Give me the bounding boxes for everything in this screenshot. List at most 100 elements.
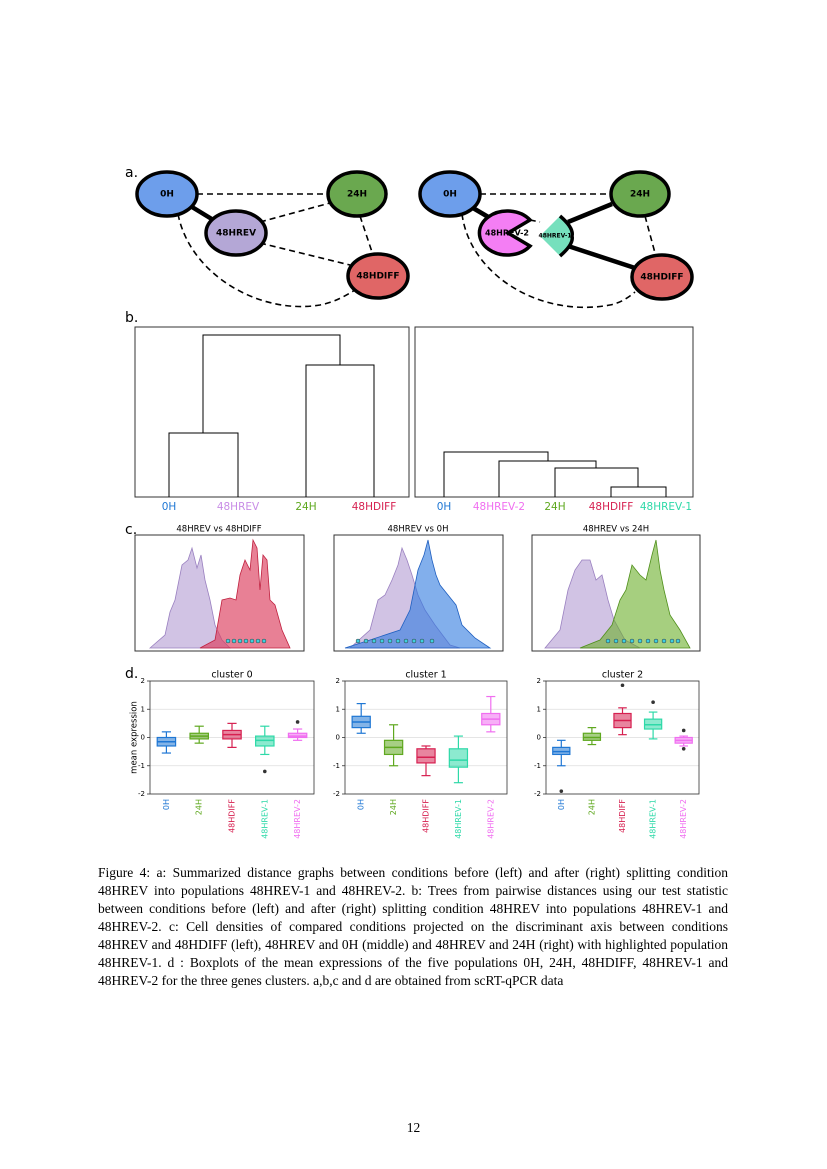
caption: Figure 4: a: Summarized distance graphs …: [98, 865, 728, 988]
box: [416, 748, 436, 764]
node-label: 24H: [347, 190, 367, 200]
outlier: [263, 769, 267, 774]
node: [418, 170, 482, 218]
x-tick-label: 48HREV-1: [260, 799, 269, 839]
x-tick-label: 48HDIFF: [422, 799, 431, 833]
x-tick-label: 48HREV-2: [486, 799, 495, 839]
density: [579, 539, 691, 649]
leaf-label: 24H: [544, 501, 565, 513]
y-tick-label: -2: [534, 790, 541, 798]
density-title: 48HREV vs 48HDIFF: [176, 525, 261, 535]
y-tick-label: -1: [138, 762, 145, 770]
node: [204, 209, 268, 257]
x-tick-label: 24H: [195, 799, 204, 815]
leaf-label: 48HDIFF: [589, 501, 634, 513]
leaf-label: 48HDIFF: [352, 501, 397, 513]
outlier: [651, 700, 655, 704]
leaf-label: 48HREV-2: [473, 501, 525, 513]
node-label: 48HREV: [216, 229, 256, 239]
density-title: 48HREV vs 24H: [583, 525, 649, 535]
y-tick-label: 2: [141, 677, 145, 685]
y-tick-label: 2: [336, 677, 340, 685]
node: [477, 209, 533, 257]
y-tick-label: -1: [534, 762, 541, 770]
y-tick-label: -2: [333, 790, 340, 798]
density: [199, 538, 291, 649]
x-tick-label: 0H: [357, 799, 366, 810]
panel-label: a.: [125, 165, 138, 181]
leaf-label: 24H: [295, 501, 316, 513]
y-tick-label: 2: [537, 677, 541, 685]
chart-title: cluster 2: [602, 670, 643, 681]
density-frame: [134, 534, 305, 652]
node-outline: [558, 214, 574, 258]
edge: [461, 213, 636, 309]
panel-label: c.: [125, 522, 137, 538]
node-label: 48HDIFF: [356, 272, 399, 282]
panel-label: d.: [125, 666, 138, 682]
panel-label: b.: [125, 310, 138, 326]
edge: [644, 215, 656, 254]
x-tick-label: 48HREV-2: [293, 799, 302, 839]
node: [609, 170, 671, 218]
node-label: 48HREV-1: [539, 233, 572, 240]
node: [540, 216, 573, 256]
node-label: 0H: [443, 190, 457, 200]
y-tick-label: -2: [138, 790, 145, 798]
chart-title: cluster 0: [211, 670, 252, 681]
x-tick-label: 24H: [389, 799, 398, 815]
outlier: [295, 720, 300, 724]
node-label: 48HDIFF: [640, 273, 683, 283]
page-number: 12: [406, 1120, 421, 1135]
node: [135, 170, 199, 218]
y-axis-label: mean expression: [130, 701, 140, 774]
edge: [259, 202, 331, 223]
density-frame: [333, 534, 504, 652]
y-tick-label: 1: [537, 705, 541, 713]
dendrogram: [168, 334, 375, 497]
leaf-label: 48HREV: [217, 501, 260, 513]
node: [326, 170, 388, 218]
edge: [567, 243, 636, 271]
x-tick-label: 48HREV-1: [454, 799, 463, 839]
edge: [359, 215, 373, 253]
outlier: [620, 683, 625, 688]
figure: a. b. c. d. 0H 24H 48HREV 48HDIFF 0H 24H…: [125, 165, 701, 839]
leaf-label: 0H: [162, 501, 177, 513]
density: [344, 539, 492, 649]
edge: [567, 201, 613, 225]
node-label: 48HREV-2: [485, 229, 529, 238]
y-tick-label: 0: [537, 734, 541, 742]
node: [346, 252, 410, 300]
highlighted-cells: [225, 638, 681, 644]
y-tick-label: 1: [141, 705, 145, 713]
x-tick-label: 48HREV-2: [679, 799, 688, 839]
density-frame: [531, 534, 701, 652]
x-tick-label: 24H: [587, 799, 596, 815]
y-tick-label: 0: [336, 734, 340, 742]
leaf-label: 48HREV-1: [640, 501, 692, 513]
box: [448, 748, 469, 768]
y-tick-label: -1: [333, 762, 340, 770]
dendrogram: [443, 451, 667, 497]
x-tick-label: 48HREV-1: [649, 799, 658, 839]
x-tick-label: 0H: [162, 799, 171, 810]
node-label: 0H: [160, 190, 174, 200]
axes-frame: [149, 680, 315, 795]
y-tick-label: 1: [336, 705, 340, 713]
node-label: 24H: [630, 190, 650, 200]
tree-frame: [134, 326, 410, 498]
density-title: 48HREV vs 0H: [388, 525, 449, 535]
edge: [177, 213, 356, 308]
x-tick-label: 0H: [557, 799, 566, 810]
chart-title: cluster 1: [405, 670, 446, 681]
tree-frame: [414, 326, 694, 498]
axes-frame: [545, 680, 700, 795]
outlier: [681, 747, 686, 751]
axes-frame: [344, 680, 508, 795]
x-tick-label: 48HDIFF: [618, 799, 627, 833]
y-tick-label: 0: [141, 734, 145, 742]
x-tick-label: 48HDIFF: [228, 799, 237, 833]
outlier: [559, 789, 564, 793]
